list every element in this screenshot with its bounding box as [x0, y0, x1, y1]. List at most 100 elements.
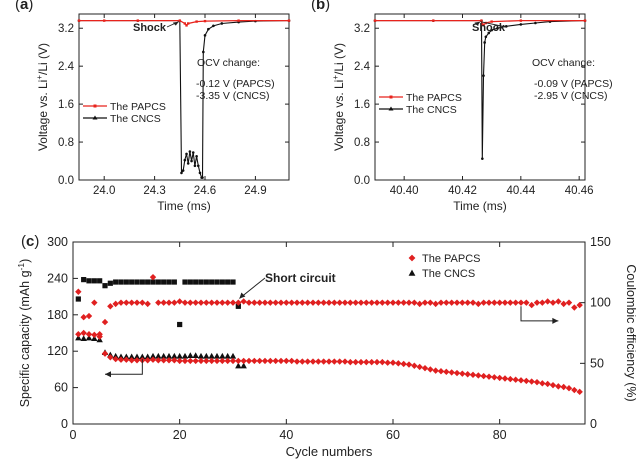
data-point-a-0-10: [287, 19, 291, 22]
papcs-efficiency-point-1: [80, 314, 87, 321]
annotation-shock-a: Shock: [133, 22, 167, 34]
cncs-efficiency-point-7: [113, 279, 119, 285]
papcs-efficiency-point-47: [325, 299, 333, 306]
papcs-efficiency-point-51: [347, 299, 354, 306]
papcs-efficiency-point-78: [491, 299, 498, 306]
annotation-short-circuit: Short circuit: [265, 271, 336, 285]
data-point-b-1-12: [534, 21, 537, 25]
papcs-efficiency-point-69: [443, 299, 450, 306]
papcs-capacity-point-73: [464, 371, 471, 378]
right-axis-indicator-head: [552, 317, 559, 324]
papcs-efficiency-point-48: [331, 299, 338, 306]
plot-frame-b: [374, 13, 586, 181]
papcs-efficiency-point-67: [432, 300, 439, 308]
papcs-capacity-point-58: [384, 359, 391, 366]
papcs-capacity-point-46: [320, 358, 327, 365]
y-axis-label-c-text: Specific capacity (mAh g-1): [16, 259, 32, 408]
papcs-efficiency-point-77: [485, 299, 493, 306]
papcs-capacity-point-35: [261, 357, 269, 365]
papcs-efficiency-point-90: [555, 298, 562, 305]
y2-tick-label-c-2: 100: [590, 296, 611, 310]
y-tick-label-c-2: 120: [47, 344, 68, 358]
y-tick-label-c-1: 60: [54, 381, 68, 395]
papcs-capacity-point-64: [416, 363, 423, 371]
cncs-efficiency-point-0: [75, 296, 81, 302]
x-tick-label-a-3: 24.9: [244, 185, 266, 197]
papcs-efficiency-point-43: [304, 299, 311, 306]
data-point-b-1-9: [496, 26, 499, 30]
papcs-capacity-point-70: [448, 369, 455, 376]
papcs-capacity-point-5: [101, 350, 109, 357]
cncs-efficiency-point-13: [145, 279, 151, 285]
data-point-a-0-5: [185, 24, 188, 27]
cncs-capacity-point-29: [229, 352, 237, 359]
papcs-efficiency-point-36: [267, 299, 274, 306]
papcs-efficiency-point-57: [379, 299, 386, 306]
cncs-capacity-point-3: [91, 335, 98, 342]
papcs-capacity-point-93: [571, 386, 578, 394]
papcs-efficiency-point-37: [272, 299, 279, 306]
papcs-efficiency-point-55: [368, 299, 375, 306]
y-tick-label-c-0: 0: [61, 417, 68, 431]
data-point-a-1-7: [186, 162, 190, 165]
panel-label-a: (a): [15, 0, 33, 13]
papcs-capacity-point-92: [565, 385, 573, 392]
legend-label-b-1: The CNCS: [406, 104, 457, 116]
papcs-capacity-point-62: [405, 361, 413, 368]
papcs-capacity-point-24: [203, 357, 210, 365]
papcs-efficiency-point-81: [507, 299, 514, 306]
papcs-capacity-point-84: [523, 377, 530, 385]
papcs-capacity-point-9: [123, 356, 130, 363]
left-axis-indicator: [105, 359, 143, 375]
data-point-a-1-14: [198, 171, 202, 175]
papcs-efficiency-point-41: [293, 299, 301, 306]
papcs-efficiency-point-46: [320, 299, 327, 306]
papcs-efficiency-point-31: [240, 298, 247, 305]
papcs-capacity-point-42: [299, 358, 306, 365]
cncs-efficiency-point-14: [150, 279, 156, 285]
data-point-a-0-4: [183, 22, 187, 25]
cncs-capacity-point-20: [181, 352, 189, 359]
papcs-efficiency-point-60: [395, 299, 402, 306]
papcs-efficiency-point-88: [544, 298, 551, 305]
data-point-b-0-2: [480, 19, 483, 22]
papcs-efficiency-point-30: [235, 299, 242, 306]
papcs-efficiency-point-85: [528, 301, 535, 309]
cncs-efficiency-point-16: [161, 279, 167, 285]
cncs-efficiency-point-18: [171, 279, 177, 285]
cncs-efficiency-point-22: [193, 279, 199, 285]
data-point-a-1-20: [212, 24, 215, 28]
panel-label-c: (c): [21, 233, 39, 250]
y-axis-label-a: Voltage vs. Li+/Li (V): [35, 43, 50, 151]
papcs-efficiency-point-89: [549, 299, 557, 306]
papcs-capacity-point-28: [224, 357, 231, 365]
cncs-capacity-point-8: [117, 353, 125, 360]
papcs-capacity-point-55: [368, 358, 375, 366]
papcs-efficiency-point-12: [139, 299, 146, 306]
papcs-efficiency-point-2: [85, 312, 93, 320]
cncs-capacity-point-31: [240, 362, 247, 369]
panel-label-b: (b): [311, 0, 330, 13]
papcs-capacity-point-94: [576, 388, 583, 396]
papcs-capacity-point-39: [283, 357, 290, 365]
papcs-capacity-point-67: [432, 367, 439, 374]
papcs-capacity-point-80: [501, 375, 509, 382]
papcs-capacity-point-87: [539, 380, 546, 387]
papcs-efficiency-point-22: [192, 299, 199, 306]
data-point-b-0-7: [519, 19, 523, 22]
cncs-efficiency-point-29: [230, 279, 236, 285]
papcs-capacity-point-3: [91, 331, 98, 339]
papcs-capacity-point-41: [293, 358, 301, 365]
legend-label-a-0: The PAPCS: [110, 101, 166, 113]
cncs-efficiency-point-21: [187, 279, 193, 285]
papcs-efficiency-point-5: [101, 318, 109, 326]
data-point-b-0-0: [373, 19, 377, 22]
papcs-capacity-point-7: [112, 355, 119, 363]
y-axis-label-b: Voltage vs. Li+/Li (V): [331, 43, 346, 151]
papcs-efficiency-point-66: [427, 299, 434, 306]
x-tick-label-a-0: 24.0: [93, 185, 115, 197]
y-tick-label-c-5: 300: [47, 235, 68, 249]
cncs-capacity-point-26: [213, 352, 221, 359]
data-point-b-0-8: [583, 19, 587, 22]
papcs-capacity-point-2: [85, 331, 93, 338]
